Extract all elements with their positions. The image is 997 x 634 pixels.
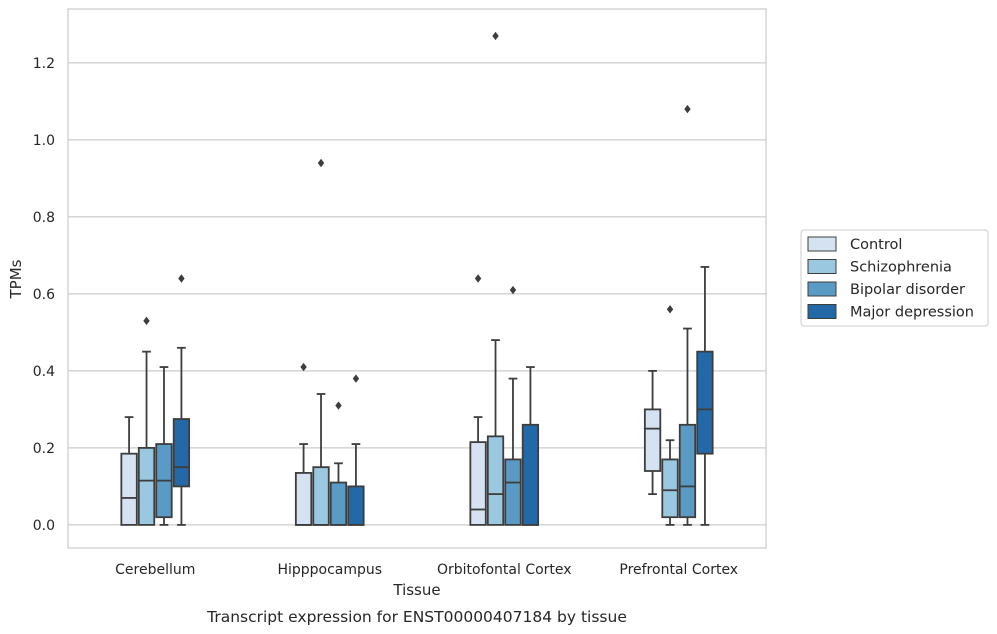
legend-swatch bbox=[807, 281, 837, 297]
legend-swatch bbox=[807, 304, 837, 319]
box-body bbox=[696, 350, 714, 455]
legend-label: Major depression bbox=[850, 305, 974, 321]
outlier-point bbox=[143, 316, 150, 326]
legend-swatch bbox=[807, 236, 837, 252]
legend-label: Bipolar disorder bbox=[850, 282, 965, 298]
grid-lines bbox=[68, 62, 766, 526]
x-tick-label: Prefrontal Cortex bbox=[619, 562, 738, 578]
box-body bbox=[347, 485, 365, 526]
box-body bbox=[504, 458, 522, 526]
box-group bbox=[504, 285, 522, 526]
outlier-point bbox=[509, 285, 517, 295]
box-group bbox=[661, 305, 679, 526]
box-group bbox=[137, 316, 156, 526]
outlier-point bbox=[474, 274, 482, 283]
chart-caption: Transcript expression for ENST0000040718… bbox=[206, 608, 627, 626]
box-group bbox=[312, 158, 330, 526]
y-tick-label: 0.2 bbox=[33, 441, 55, 457]
x-tick-label: Cerebellum bbox=[115, 562, 195, 578]
box-group bbox=[678, 104, 697, 526]
outlier-point bbox=[666, 305, 674, 314]
box-group bbox=[155, 366, 173, 526]
outlier-point bbox=[335, 401, 342, 410]
outlier-point bbox=[684, 104, 691, 114]
box-body bbox=[329, 481, 348, 526]
box-group bbox=[294, 362, 313, 526]
box-body bbox=[661, 458, 679, 519]
box-group bbox=[521, 366, 540, 526]
y-tick-label: 0.4 bbox=[33, 364, 55, 380]
box-body bbox=[469, 441, 487, 526]
box-group bbox=[347, 374, 365, 526]
y-tick-label: 0.8 bbox=[33, 210, 55, 226]
y-tick-labels: 0.0 0.2 0.4 0.6 0.8 1.0 1.2 bbox=[33, 56, 55, 534]
box-body bbox=[312, 466, 330, 526]
box-group bbox=[469, 274, 487, 526]
legend-swatch bbox=[807, 259, 837, 274]
legend-label: Schizophrenia bbox=[850, 260, 952, 276]
y-tick-label: 0.0 bbox=[33, 518, 55, 534]
box-body bbox=[521, 423, 540, 526]
box-marks bbox=[120, 31, 714, 526]
box-body bbox=[137, 446, 156, 526]
outlier-point bbox=[492, 31, 499, 41]
outlier-point bbox=[317, 158, 325, 168]
box-body bbox=[294, 472, 313, 526]
box-group bbox=[120, 416, 138, 526]
box-group bbox=[486, 31, 505, 526]
x-axis-title: Tissue bbox=[392, 581, 440, 599]
y-tick-label: 1.0 bbox=[33, 133, 55, 149]
outlier-point bbox=[300, 362, 307, 372]
outlier-point bbox=[178, 274, 185, 283]
x-tick-labels: Cerebellum Hipppocampus Orbitofontal Corte… bbox=[115, 562, 738, 578]
y-tick-label: 0.6 bbox=[33, 287, 55, 303]
box-body bbox=[172, 418, 191, 488]
box-group bbox=[329, 401, 348, 526]
box-body bbox=[678, 423, 697, 519]
legend-frame bbox=[800, 229, 989, 327]
legend-label: Control bbox=[850, 237, 902, 253]
box-body bbox=[643, 408, 662, 472]
box-body bbox=[120, 452, 138, 526]
y-tick-label: 1.2 bbox=[33, 56, 55, 72]
legend: Control Schizophrenia Bipolar disorder Majo… bbox=[800, 229, 989, 327]
box-group bbox=[172, 274, 191, 526]
box-body bbox=[486, 435, 505, 526]
y-axis-title: TPMs bbox=[7, 259, 25, 299]
outlier-point bbox=[352, 374, 360, 383]
box-group bbox=[696, 266, 714, 526]
x-tick-label: Hipppocampus bbox=[277, 562, 382, 578]
plot-area-frame bbox=[67, 8, 767, 549]
x-tick-label: Orbitofontal Cortex bbox=[437, 562, 572, 578]
box-group bbox=[643, 369, 662, 496]
